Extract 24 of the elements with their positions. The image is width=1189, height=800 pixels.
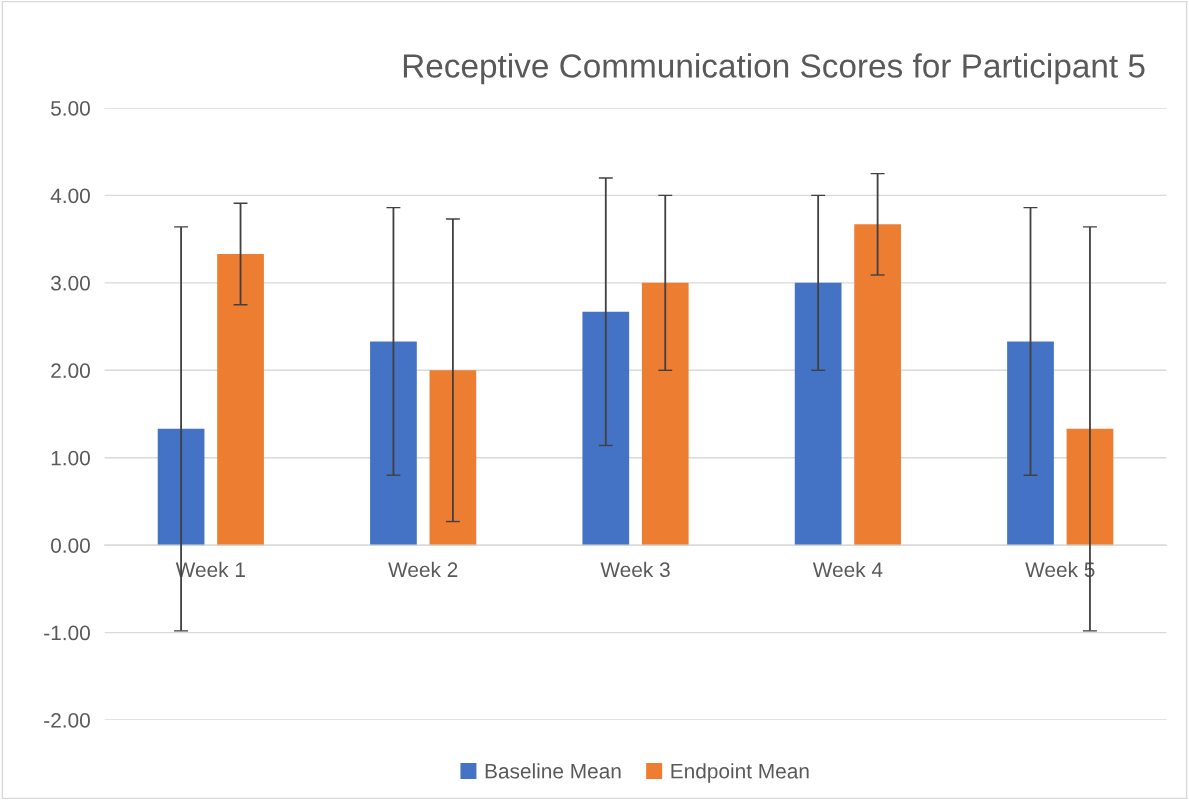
bar — [641, 282, 689, 546]
y-tick-label: 1.00 — [51, 450, 90, 466]
y-tick-label: 3.00 — [50, 275, 90, 291]
y-tick-label: -2.00 — [44, 713, 90, 728]
bar — [370, 341, 417, 546]
legend-label: Baseline Mean — [485, 763, 621, 779]
x-tick-label: Week 2 — [388, 561, 458, 578]
y-tick-label: 5.00 — [51, 101, 90, 116]
x-tick-label: Week 4 — [812, 561, 883, 578]
x-tick-label: Week 3 — [600, 561, 670, 578]
chart-title: Receptive Communication Scores for Participant 5 — [403, 53, 1145, 85]
bar — [1066, 428, 1114, 546]
bar — [1007, 341, 1054, 546]
y-tick-label: 0.00 — [51, 538, 90, 553]
legend-label: Endpoint Mean — [671, 763, 809, 783]
bar — [794, 282, 842, 546]
bar — [854, 224, 901, 546]
y-tick-label: -1.00 — [44, 625, 90, 641]
bar — [582, 311, 630, 546]
bar — [157, 428, 205, 546]
bar — [429, 370, 477, 546]
y-tick-label: 2.00 — [51, 363, 90, 379]
y-tick-label: 4.00 — [50, 188, 90, 204]
bar — [217, 254, 264, 546]
